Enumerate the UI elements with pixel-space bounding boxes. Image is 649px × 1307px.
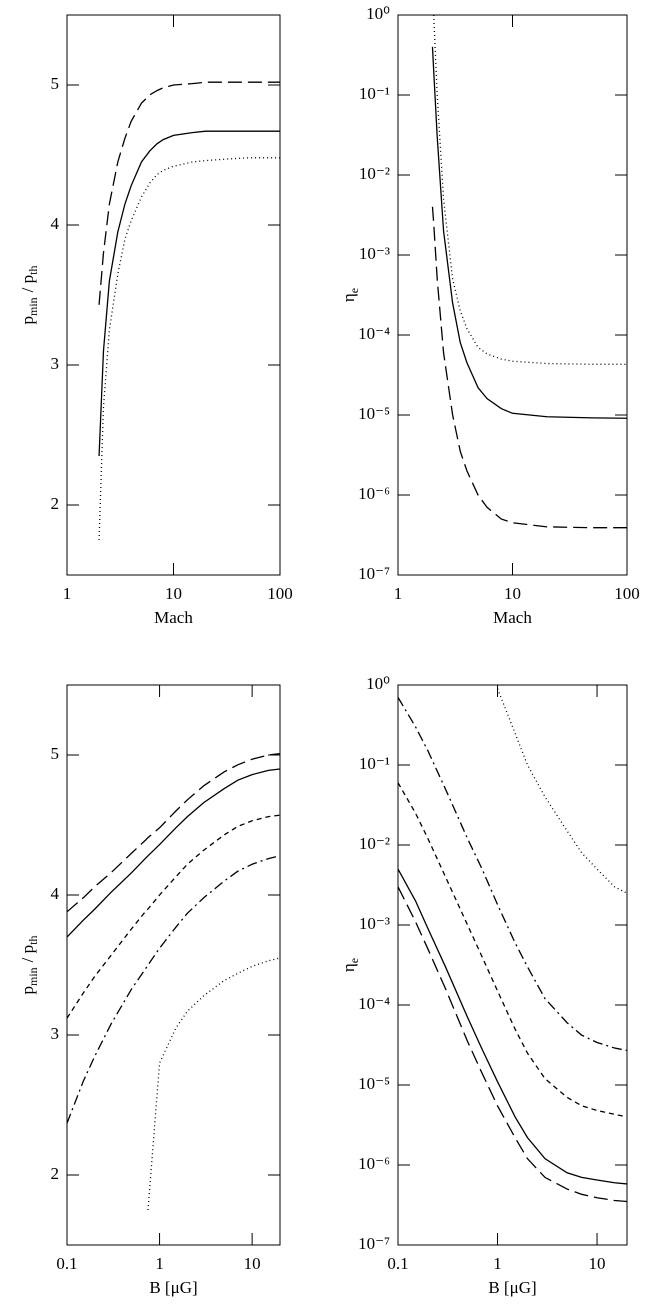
y-axis-label-part: / p <box>18 945 37 962</box>
y-tick-label: 5 <box>51 744 60 763</box>
y-axis-label: pmin / pth <box>18 266 40 325</box>
series-line <box>147 957 280 1211</box>
panel: 1 10 100 10⁻⁷ 10⁻⁶ 10⁻⁵ 10⁻⁴ 10⁻³ 10⁻² 10⁻¹ 10⁰ Mac… <box>339 4 640 627</box>
panel: 1 10 100 2 3 4 5 Mach pmin / pth <box>18 14 293 627</box>
y-tick-label: 10⁻⁶ <box>358 484 390 503</box>
y-tick-label: 10⁻⁶ <box>358 1154 390 1173</box>
series-group <box>67 752 280 1211</box>
series-group <box>431 15 627 529</box>
y-axis-label: pmin / pth <box>18 936 40 995</box>
plot-frame <box>397 684 628 1246</box>
y-axis-label: ηe <box>339 288 361 302</box>
series-line <box>98 81 280 305</box>
y-tick-label: 10⁰ <box>366 674 390 693</box>
y-tick-label: 4 <box>51 884 60 903</box>
x-tick-label: 100 <box>267 584 293 603</box>
x-tick-label: 1 <box>63 584 72 603</box>
y-axis-label-subscript: min <box>26 967 40 986</box>
series-line <box>98 130 280 457</box>
series-line <box>67 855 280 1124</box>
x-tick-label: 10 <box>244 1254 261 1273</box>
plot-frame <box>397 14 628 576</box>
y-axis-label-subscript: th <box>26 266 40 275</box>
x-tick-label: 0.1 <box>56 1254 77 1273</box>
series-line <box>398 886 627 1203</box>
y-axis-label-part: p <box>18 986 37 995</box>
series-line <box>67 752 280 913</box>
series-line <box>431 46 627 419</box>
x-tick-label: 10 <box>165 584 182 603</box>
series-group <box>398 688 627 1203</box>
y-axis-label-subscript: e <box>347 958 361 963</box>
series-line <box>67 814 280 1019</box>
x-axis-label: B [μG] <box>149 1278 197 1297</box>
y-tick-label: 10⁰ <box>366 4 390 23</box>
y-tick-label: 10⁻⁵ <box>358 1074 390 1093</box>
y-axis-label: ηe <box>339 958 361 972</box>
y-axis-label-subscript: e <box>347 288 361 293</box>
panel: 0.1 1 10 10⁻⁷ 10⁻⁶ 10⁻⁵ 10⁻⁴ 10⁻³ 10⁻² 10⁻¹ 10⁰ B [… <box>339 674 628 1297</box>
y-tick-label: 10⁻¹ <box>359 84 390 103</box>
x-tick-label: 10 <box>504 584 521 603</box>
y-axis-label-part: η <box>339 963 358 972</box>
y-tick-label: 3 <box>51 1024 60 1043</box>
y-tick-label: 2 <box>51 494 60 513</box>
y-axis-label-subscript: min <box>26 297 40 316</box>
y-tick-label: 10⁻¹ <box>359 754 390 773</box>
y-tick-label: 10⁻⁷ <box>358 1234 390 1253</box>
x-tick-label: 10 <box>589 1254 606 1273</box>
series-line <box>431 206 627 529</box>
y-axis-label-part: η <box>339 293 358 302</box>
x-tick-label: 100 <box>614 584 640 603</box>
x-tick-label: 0.1 <box>387 1254 408 1273</box>
y-tick-label: 5 <box>51 74 60 93</box>
plot-frame <box>66 684 281 1246</box>
x-axis-label: Mach <box>154 608 193 627</box>
y-tick-label: 10⁻³ <box>359 244 390 263</box>
y-axis-label-part: p <box>18 316 37 325</box>
panel: 0.1 1 10 2 3 4 5 B [μG] pmin / pth <box>18 684 281 1297</box>
x-tick-label: 1 <box>155 1254 164 1273</box>
y-tick-label: 10⁻⁴ <box>358 324 390 343</box>
y-tick-label: 10⁻⁷ <box>358 564 390 583</box>
y-axis-label-part: / p <box>18 275 37 292</box>
series-line <box>398 782 627 1118</box>
series-line <box>98 157 280 541</box>
y-tick-label: 10⁻⁴ <box>358 994 390 1013</box>
x-axis-label: B [μG] <box>488 1278 536 1297</box>
x-tick-label: 1 <box>493 1254 502 1273</box>
series-line <box>398 868 627 1185</box>
y-tick-label: 10⁻⁵ <box>358 404 390 423</box>
y-tick-label: 4 <box>51 214 60 233</box>
y-tick-label: 10⁻² <box>359 834 390 853</box>
y-tick-label: 10⁻³ <box>359 914 390 933</box>
series-line <box>433 15 627 365</box>
y-tick-label: 10⁻² <box>359 164 390 183</box>
series-group <box>98 81 280 541</box>
series-line <box>496 688 627 894</box>
series-line <box>398 697 627 1052</box>
x-axis-label: Mach <box>493 608 532 627</box>
y-tick-label: 3 <box>51 354 60 373</box>
plot-frame <box>66 14 281 576</box>
y-tick-label: 2 <box>51 1164 60 1183</box>
y-axis-label-subscript: th <box>26 936 40 945</box>
x-tick-label: 1 <box>394 584 403 603</box>
series-line <box>67 768 280 938</box>
